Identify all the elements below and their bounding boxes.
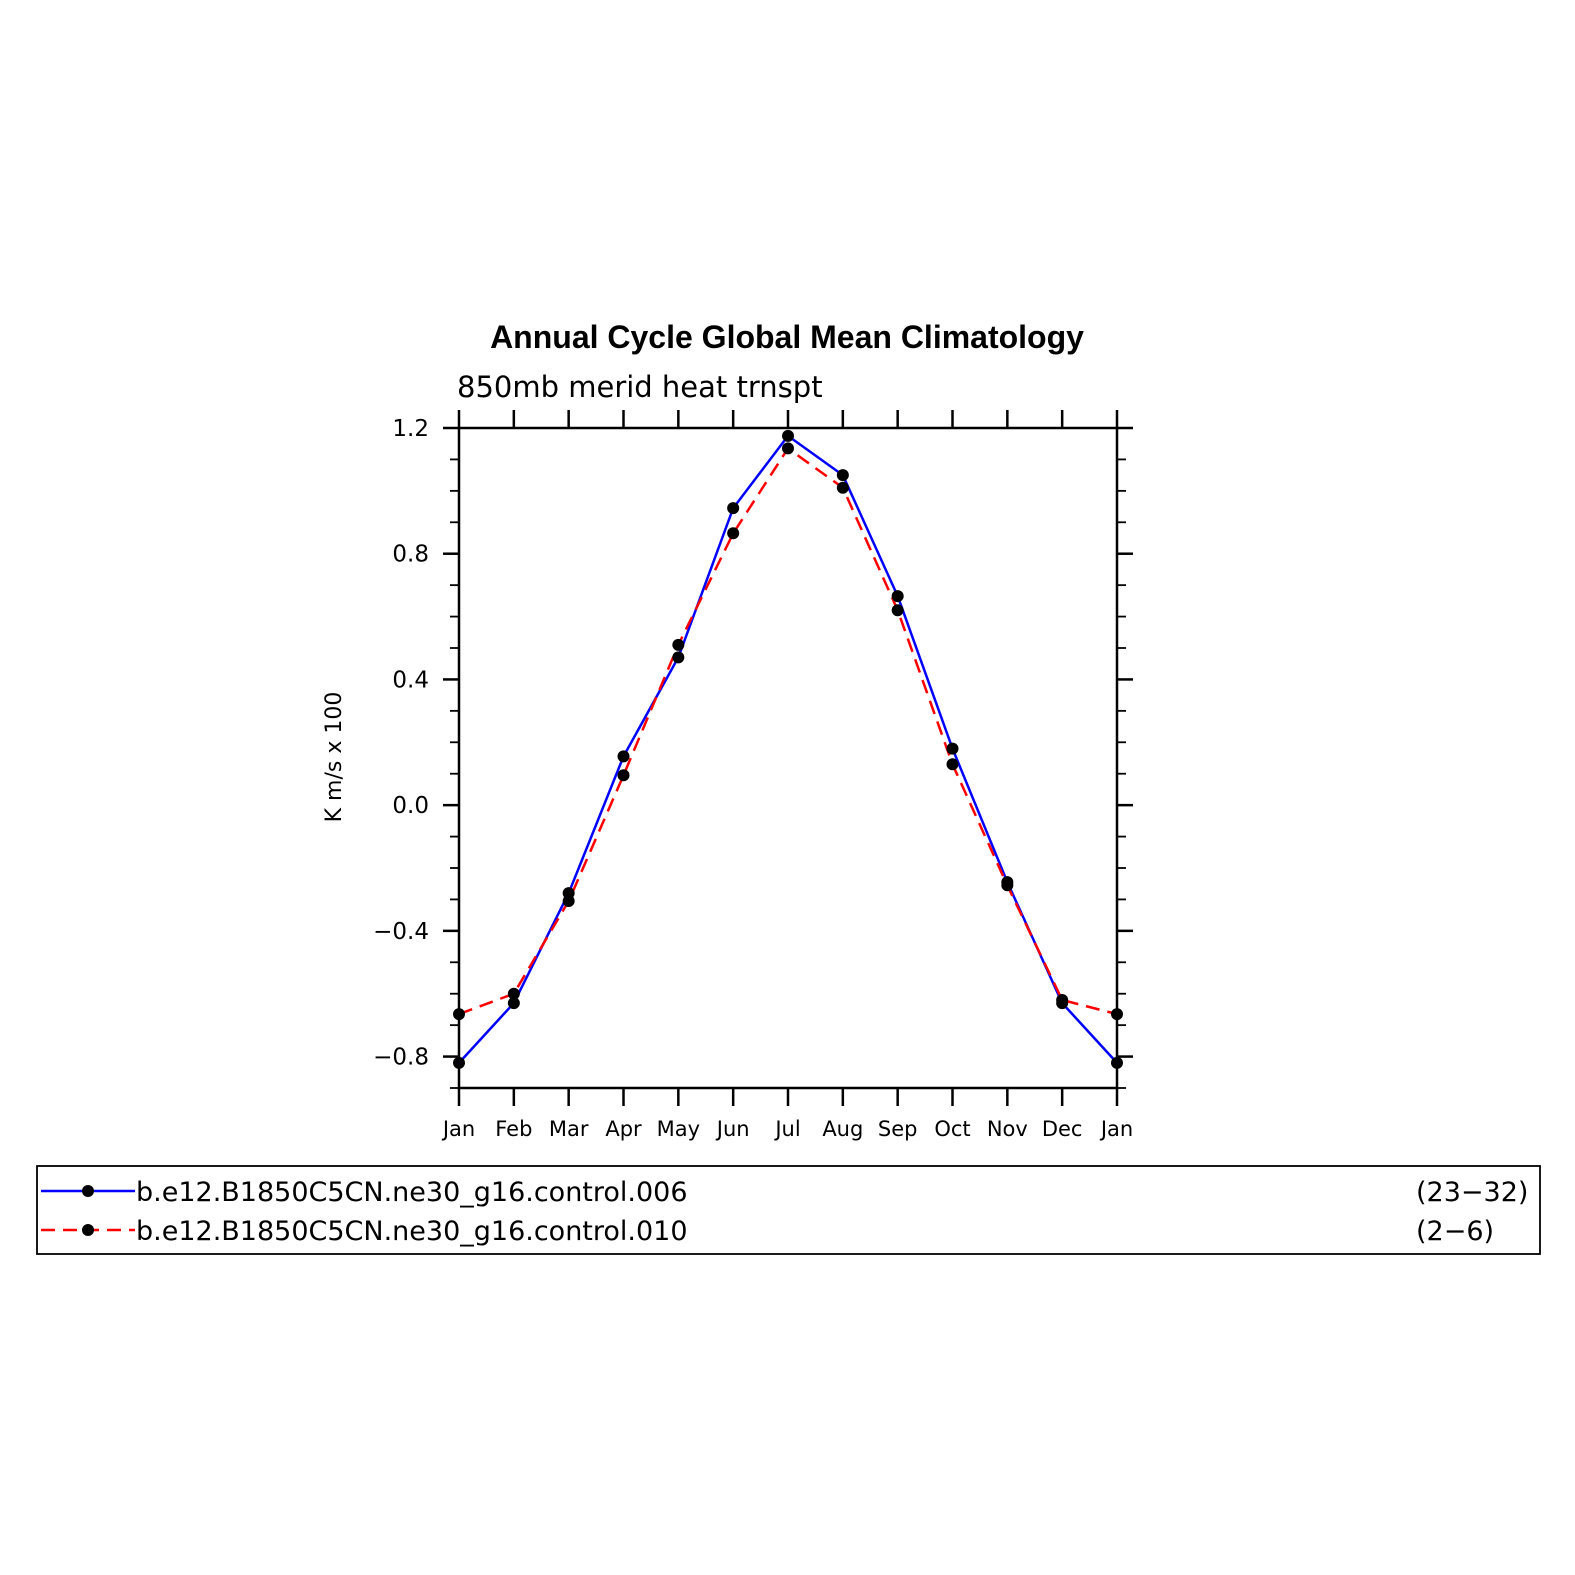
x-tick-label: Aug [822, 1117, 863, 1141]
series-1-point [891, 590, 904, 603]
x-tick-label: Jan [441, 1117, 475, 1141]
x-tick-label: Feb [495, 1117, 532, 1141]
x-tick-label: Apr [605, 1117, 642, 1141]
series-1-point [672, 651, 685, 664]
x-tick-label: Dec [1042, 1117, 1083, 1141]
legend-years-2: (2−6) [1416, 1216, 1494, 1247]
series-2-point [782, 442, 794, 455]
x-tick-label: Jul [773, 1117, 800, 1141]
series-2-point [507, 987, 520, 1000]
plot-area: 1.2 0.8 0.4 0.0 −0.4 −0.8 Jan Feb Mar Apr May Jun Ju… [373, 410, 1133, 1141]
series-line-1 [458, 434, 1118, 1064]
y-tick-label: 1.2 [392, 416, 429, 442]
series-2-point [562, 895, 575, 907]
series-1-point [1111, 1056, 1123, 1069]
chart-subtitle: 850mb merid heat trnspt [457, 370, 823, 404]
y-tick-label: 0.8 [392, 542, 429, 568]
series-1-point [782, 429, 794, 442]
y-tick-label: −0.4 [373, 919, 429, 945]
series-2-point [891, 604, 904, 617]
x-tick-label: Jun [715, 1117, 750, 1141]
plot-frame [457, 426, 1119, 1090]
y-axis-label: K m/s x 100 [322, 692, 347, 823]
legend-marker-2 [82, 1224, 94, 1236]
legend-box [36, 1165, 1541, 1255]
series-2-point [1056, 994, 1069, 1006]
series-1-point [946, 742, 959, 755]
series-1-point [836, 469, 849, 482]
series-2-point [836, 481, 849, 494]
series-2-point [453, 1008, 465, 1021]
legend-label-2: b.e12.B1850C5CN.ne30_g16.control.010 [136, 1216, 688, 1247]
x-tick-label: Nov [987, 1117, 1028, 1141]
chart-title: Annual Cycle Global Mean Climatology [490, 319, 1084, 355]
y-tick-label: 0.4 [392, 667, 429, 693]
x-tick-label: Jan [1099, 1117, 1133, 1141]
legend: b.e12.B1850C5CN.ne30_g16.control.006 (23−… [36, 1165, 1541, 1255]
y-tick-label: −0.8 [373, 1045, 429, 1071]
y-tick-label: 0.0 [392, 793, 429, 819]
legend-label-1: b.e12.B1850C5CN.ne30_g16.control.006 [136, 1177, 688, 1208]
series-2-point [946, 758, 959, 771]
legend-years-1: (23−32) [1416, 1177, 1528, 1208]
legend-marker-1 [82, 1185, 94, 1197]
x-tick-label: May [657, 1117, 700, 1141]
series-2-point [1001, 879, 1014, 892]
x-tick-label: Sep [878, 1117, 918, 1141]
series-1-point [727, 502, 740, 515]
series-1-point [453, 1056, 465, 1069]
x-tick-label: Mar [549, 1117, 589, 1141]
series-1-point [617, 750, 630, 763]
series-2-point [617, 769, 630, 782]
series-1-point [507, 997, 520, 1010]
series-line-2 [458, 447, 1118, 1016]
series-2-point [727, 527, 740, 540]
x-tick-label: Oct [934, 1117, 970, 1141]
series-2-point [1111, 1008, 1123, 1021]
series-2-point [672, 638, 685, 651]
